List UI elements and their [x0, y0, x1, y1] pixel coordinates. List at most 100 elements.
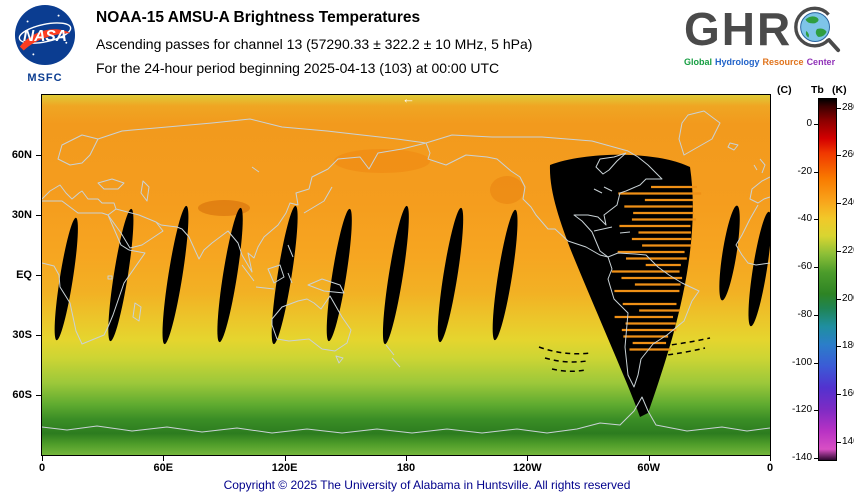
colorbar-k-label: 160: [842, 388, 854, 400]
coastline-europe-med: [42, 184, 117, 210]
colorbar-k-tick: [837, 441, 841, 443]
colorbar-c-label: -120: [791, 404, 812, 416]
ascending-pass-gap: [326, 208, 352, 342]
lon-tick-mark: [42, 456, 43, 461]
lon-tick-mark: [284, 456, 286, 461]
coastline-arabia: [107, 208, 164, 249]
colorbar-k-tick: [837, 250, 841, 252]
colorbar-c-label: -80: [797, 308, 812, 320]
field-texture-blob: [334, 149, 430, 173]
header: NASA MSFC NOAA-15 AMSU-A Brightness Temp…: [0, 0, 854, 92]
nasa-logo: NASA MSFC: [12, 4, 78, 84]
lat-label-60S: 60S: [12, 389, 32, 401]
lon-tick-mark: [163, 456, 165, 461]
colorbar-celsius-header: (C): [777, 84, 792, 96]
field-texture-blob: [198, 200, 250, 216]
ghrc-logo: GHR Global Hydrology Resource Center: [684, 3, 854, 67]
footer: Copyright © 2025 The University of Alaba…: [0, 478, 854, 492]
colorbar-c-label: -20: [797, 165, 812, 177]
lat-tick-mark: [36, 215, 41, 216]
colorbar-k-label: 220: [842, 244, 854, 256]
longitude-axis: 0 60E 120E 180 120W 60W 0: [39, 456, 773, 474]
colorbar-tb-header: Tb: [811, 84, 824, 96]
colorbar-gradient-bar: [818, 98, 837, 461]
channel-subtitle: Ascending passes for channel 13 (57290.3…: [96, 36, 533, 52]
dashed-scan-arc: [544, 357, 588, 363]
ghrc-tagline-word: Hydrology: [715, 57, 760, 67]
magnifier-ring-icon: [794, 6, 831, 48]
field-texture-layer: [198, 149, 524, 216]
scan-line-layer: [611, 185, 702, 351]
coastline-asia: [97, 118, 427, 273]
ascending-pass-gap: [108, 208, 134, 342]
msfc-label: MSFC: [27, 72, 63, 84]
colorbar-k-label: 140: [842, 435, 854, 447]
lat-tick-mark: [36, 335, 41, 336]
colorbar-k-label: 180: [842, 340, 854, 352]
dashed-scan-arc: [538, 346, 591, 355]
nasa-insignia-icon: NASA: [14, 4, 76, 66]
ascending-pass-gap: [162, 205, 189, 345]
lon-tick-mark: [770, 456, 771, 461]
lon-label-180: 180: [396, 462, 416, 474]
ghrc-tagline-word: Resource: [762, 57, 804, 67]
ascending-pass-gap: [748, 211, 770, 327]
colorbar-c-tick: [814, 458, 818, 460]
lon-label-0: 0: [766, 462, 774, 474]
magnifier-handle-icon: [827, 38, 841, 53]
ghrc-globe-icon: [794, 6, 841, 53]
lon-tick-mark: [406, 456, 407, 461]
lon-label-60E: 60E: [153, 462, 174, 474]
coastline-antarctica: [42, 396, 770, 434]
dashed-scan-arc: [653, 337, 711, 348]
star-dots: [26, 14, 68, 56]
coastline-north-america-east: [573, 150, 663, 258]
coastline-south-america: [607, 252, 700, 388]
coastline-black-sea: [97, 178, 125, 190]
ascending-pass-gap: [54, 217, 78, 341]
world-map-plot: ←: [41, 94, 771, 456]
colorbar-k-tick: [837, 298, 841, 300]
colorbar-c-tick: [814, 267, 818, 269]
ghrc-tagline-word: Global: [684, 57, 713, 67]
colorbar-k-label: 260: [842, 149, 854, 161]
copyright-text: Copyright © 2025 The University of Alaba…: [223, 478, 631, 492]
nasa-swoosh: [19, 29, 71, 51]
lat-label-EQ: EQ: [16, 269, 32, 281]
ghrc-wordmark-row: GHR: [684, 3, 854, 55]
lat-label-60N: 60N: [11, 149, 32, 161]
field-texture-blob: [490, 176, 524, 204]
title-block: NOAA-15 AMSU-A Brightness Temperatures A…: [96, 9, 532, 76]
colorbar-c-tick: [814, 171, 818, 173]
ghrc-tagline: Global Hydrology Resource Center: [684, 57, 854, 67]
coastline-caspian: [140, 180, 150, 202]
colorbar-c-label: -100: [791, 356, 812, 368]
page-title: NOAA-15 AMSU-A Brightness Temperatures: [96, 9, 421, 26]
coastline-japan: [303, 186, 333, 214]
coastline-madagascar-lakes: [107, 166, 260, 322]
colorbar-c-tick: [814, 314, 818, 316]
globe-outline: [800, 12, 831, 42]
coastline-indonesia: [241, 244, 345, 294]
colorbar-c-label: -40: [797, 213, 812, 225]
colorbar-k-tick: [837, 107, 841, 109]
colorbar-k-label: 200: [842, 292, 854, 304]
colorbar: (C) Tb (K) 280 260 240 220 200 180 160 140 0 -20 -…: [775, 84, 854, 496]
coastline-scandinavia: [57, 134, 99, 166]
lat-tick-mark: [36, 275, 41, 276]
coastline-greenland-iceland: [678, 110, 739, 156]
colorbar-k-label: 280: [842, 101, 854, 113]
map-overlay: [42, 110, 770, 434]
lon-tick-mark: [648, 456, 650, 461]
colorbar-k-tick: [837, 346, 841, 348]
ghrc-wordmark: GHR: [684, 3, 793, 55]
lat-label-30N: 30N: [11, 209, 32, 221]
lat-tick-mark: [36, 155, 41, 156]
dashed-scan-arcs: [538, 337, 711, 373]
colorbar-c-tick: [814, 123, 818, 125]
dashed-scan-arc: [658, 347, 706, 357]
dashed-scan-arc: [551, 368, 586, 373]
lat-label-30S: 30S: [12, 329, 32, 341]
left-arrow-icon: ←: [402, 94, 416, 106]
